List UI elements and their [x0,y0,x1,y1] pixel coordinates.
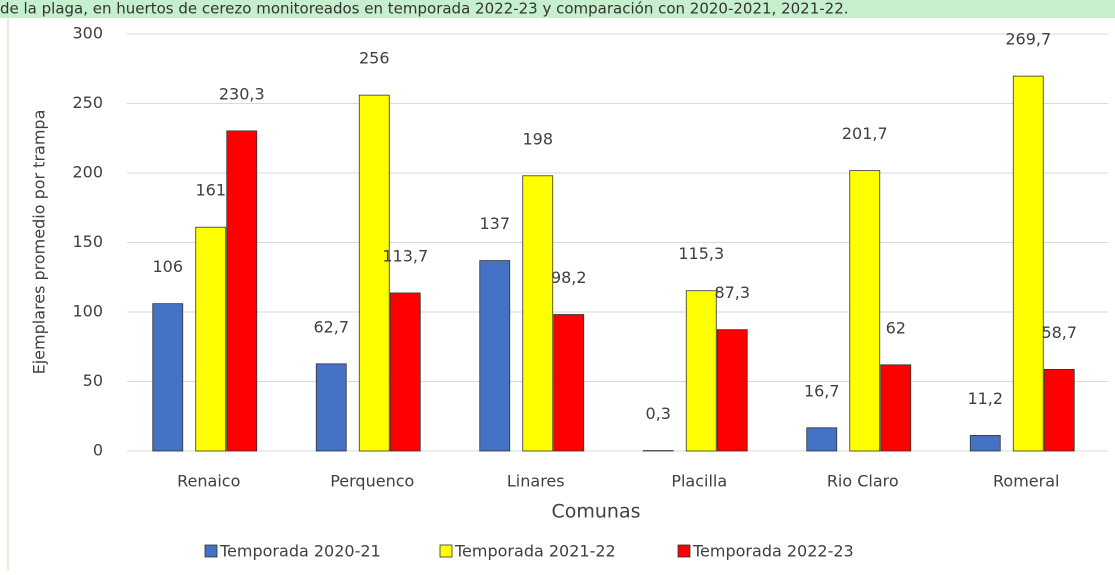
y-tick-label: 200 [72,163,103,182]
x-axis-title: Comunas [551,501,640,523]
x-tick-label: Romeral [993,472,1059,491]
value-label: 87,3 [714,283,750,302]
legend-label: Temporada 2020-21 [219,542,381,561]
bar [850,171,880,451]
bar [807,428,837,451]
value-label: 256 [359,49,390,68]
value-label: 0,3 [646,404,671,423]
legend-swatch [440,545,452,557]
x-tick-label: Rio Claro [827,472,899,491]
bar [359,95,389,451]
legend-label: Temporada 2021-22 [454,542,616,561]
value-label: 115,3 [678,244,724,263]
x-tick-label: Placilla [671,472,727,491]
y-tick-label: 150 [72,232,103,251]
bar [316,364,346,451]
caption: de la plaga, en huertos de cerezo monito… [0,0,849,18]
y-tick-label: 100 [72,302,103,321]
bar [523,176,553,451]
y-axis-title: Ejemplares promedio por trampa [30,110,49,375]
bar [1013,76,1043,451]
bar [1044,369,1074,451]
bar [717,330,747,451]
bar [554,315,584,451]
bar [686,291,716,451]
value-label: 16,7 [804,381,840,400]
bar [881,365,911,451]
value-label: 62 [886,318,906,337]
y-tick-label: 250 [72,93,103,112]
value-label: 113,7 [382,246,428,265]
bar [390,293,420,451]
bar [196,227,226,451]
value-label: 58,7 [1041,323,1077,342]
value-label: 201,7 [842,124,888,143]
value-label: 230,3 [219,84,265,103]
legend-label: Temporada 2022-23 [692,542,854,561]
value-label: 98,2 [551,268,587,287]
legend-swatch [678,545,690,557]
y-tick-label: 50 [83,371,103,390]
value-label: 62,7 [313,317,349,336]
value-label: 198 [522,129,553,148]
y-tick-label: 0 [93,441,103,460]
y-tick-label: 300 [72,24,103,43]
bar [153,304,183,451]
x-tick-label: Perquenco [330,472,414,491]
bar [970,435,1000,451]
x-tick-label: Renaico [177,472,240,491]
bar [227,131,257,451]
legend-swatch [205,545,217,557]
value-label: 269,7 [1005,30,1051,49]
value-label: 106 [152,257,183,276]
value-label: 11,2 [967,389,1003,408]
value-label: 161 [195,181,226,200]
x-tick-label: Linares [507,472,565,491]
bar [480,261,510,451]
value-label: 137 [479,214,510,233]
